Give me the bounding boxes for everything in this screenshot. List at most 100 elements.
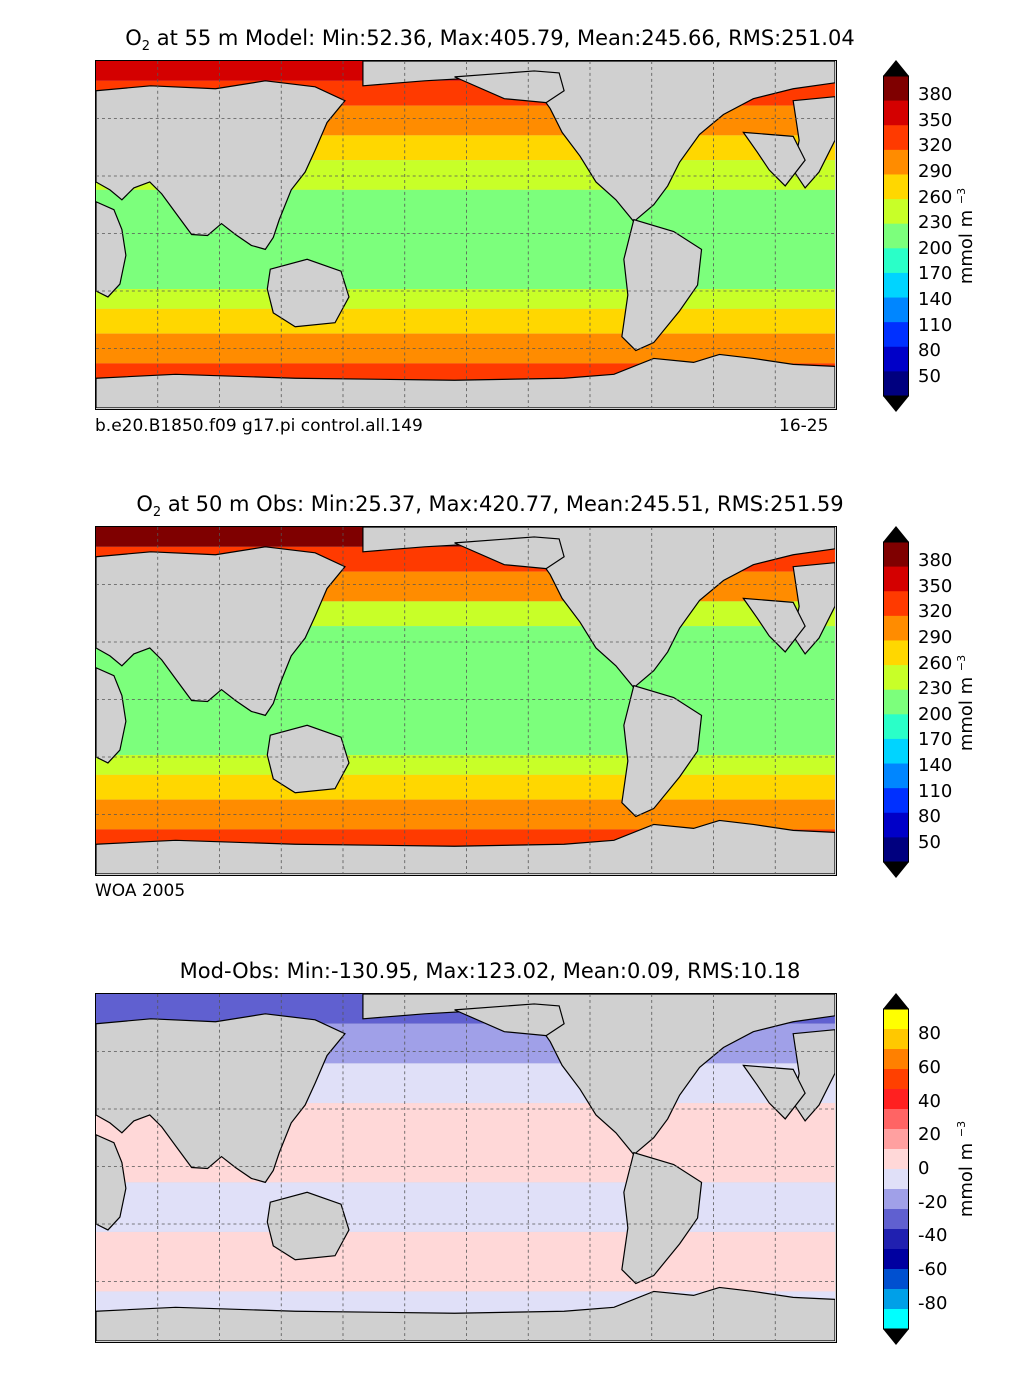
colorbar-tick-label: 80 xyxy=(918,806,941,828)
colorbar-extend-max xyxy=(883,993,909,1009)
colorbar-tick-label: 350 xyxy=(918,109,953,131)
colorbar-level xyxy=(883,125,909,151)
colorbar-level xyxy=(883,1249,909,1270)
obs-colorbar-label: mmol m −3 xyxy=(955,654,978,752)
colorbar-extend-min xyxy=(883,396,909,412)
colorbar-tick-label: 260 xyxy=(918,652,953,674)
land-mass xyxy=(742,131,806,187)
colorbar-level xyxy=(883,689,909,715)
diff-colorbar xyxy=(883,993,909,1345)
colorbar-extend-max xyxy=(883,60,909,76)
colorbar-extend-min xyxy=(883,862,909,878)
colorbar-level xyxy=(883,837,909,863)
ocean-band xyxy=(96,308,835,334)
colorbar-tick-label: 110 xyxy=(918,780,953,802)
colorbar-level xyxy=(883,738,909,765)
colorbar-level xyxy=(883,542,909,568)
colorbar-level xyxy=(883,1029,909,1050)
colorbar-tick-label: -40 xyxy=(918,1225,948,1247)
land-mass xyxy=(454,1003,565,1037)
land-mass xyxy=(621,684,703,818)
colorbar-level xyxy=(883,1229,909,1250)
colorbar-level xyxy=(883,322,909,348)
cbar1-svg xyxy=(883,526,909,878)
colorbar-level xyxy=(883,174,909,200)
panel-3-title: Mod-Obs: Min:-130.95, Max:123.02, Mean:0… xyxy=(179,959,801,983)
colorbar-level xyxy=(883,199,909,225)
land-mass xyxy=(621,218,703,352)
colorbar-tick-label: 290 xyxy=(918,627,953,648)
land-mass xyxy=(95,80,346,251)
colorbar-tick-label: 80 xyxy=(918,340,941,362)
map1-svg xyxy=(95,526,836,875)
ocean-band xyxy=(96,289,835,309)
colorbar-level xyxy=(883,763,909,789)
land-mass xyxy=(266,724,350,794)
colorbar-level xyxy=(883,1209,909,1230)
colorbar-level xyxy=(883,566,909,592)
land-mass xyxy=(95,546,346,717)
colorbar-tick-label: 80 xyxy=(918,1023,941,1045)
colorbar-tick-label: 50 xyxy=(918,365,941,387)
obs-o2-map xyxy=(95,526,837,876)
colorbar-level xyxy=(883,223,909,249)
land-mass xyxy=(95,200,127,298)
colorbar-level xyxy=(883,1189,909,1210)
colorbar-tick-label: -60 xyxy=(918,1259,948,1281)
colorbar-level xyxy=(883,1089,909,1110)
ocean-band xyxy=(96,755,835,775)
colorbar-tick-label: 110 xyxy=(918,314,953,336)
colorbar-level xyxy=(883,812,909,838)
colorbar-level xyxy=(883,272,909,299)
colorbar-level xyxy=(883,615,909,641)
colorbar-tick-label: 380 xyxy=(918,550,953,572)
land-mass xyxy=(742,597,806,653)
colorbar-tick-label: 170 xyxy=(918,729,953,751)
model-colorbar xyxy=(883,60,909,412)
colorbar-tick-label: -80 xyxy=(918,1292,948,1314)
colorbar-level xyxy=(883,100,909,126)
colorbar-tick-label: 200 xyxy=(918,237,953,259)
colorbar-level xyxy=(883,1109,909,1130)
colorbar-tick-label: 290 xyxy=(918,161,953,182)
panel-2-title: O2 at 50 m Obs: Min:25.37, Max:420.77, M… xyxy=(136,492,844,521)
colorbar-level xyxy=(883,714,909,740)
colorbar-level xyxy=(883,1289,909,1310)
colorbar-level xyxy=(883,591,909,617)
diff-o2-map xyxy=(95,993,837,1343)
colorbar-tick-label: 40 xyxy=(918,1090,941,1112)
land-mass xyxy=(266,1191,350,1261)
obs-colorbar xyxy=(883,526,909,878)
land-mass xyxy=(454,70,565,104)
colorbar-tick-label: 140 xyxy=(918,755,953,776)
colorbar-tick-label: 260 xyxy=(918,186,953,208)
colorbar-tick-label: -20 xyxy=(918,1191,948,1213)
land-mass xyxy=(95,1013,346,1184)
colorbar-tick-label: 320 xyxy=(918,601,953,623)
land-mass xyxy=(742,1064,806,1120)
diff-colorbar-label: mmol m −3 xyxy=(955,1120,978,1218)
colorbar-level xyxy=(883,788,909,814)
colorbar-level xyxy=(883,248,909,274)
model-o2-map xyxy=(95,60,837,410)
colorbar-tick-label: 230 xyxy=(918,678,953,700)
map2-svg xyxy=(95,993,836,1342)
colorbar-tick-label: 60 xyxy=(918,1056,941,1078)
model-colorbar-label: mmol m −3 xyxy=(955,187,978,285)
colorbar-extend-max xyxy=(883,526,909,542)
colorbar-extend-min xyxy=(883,1329,909,1345)
colorbar-tick-label: 20 xyxy=(918,1124,941,1146)
colorbar-tick-label: 50 xyxy=(918,831,941,853)
colorbar-tick-label: 200 xyxy=(918,703,953,725)
land-mass xyxy=(95,1133,127,1231)
colorbar-level xyxy=(883,1069,909,1090)
colorbar-level xyxy=(883,371,909,397)
colorbar-level xyxy=(883,1309,909,1330)
colorbar-tick-label: 350 xyxy=(918,575,953,597)
colorbar-level xyxy=(883,1169,909,1190)
cbar0-svg xyxy=(883,60,909,412)
colorbar-tick-label: 170 xyxy=(918,263,953,285)
model-years-caption: 16-25 xyxy=(779,416,829,436)
land-mass xyxy=(621,1151,703,1285)
obs-source-caption: WOA 2005 xyxy=(95,881,186,901)
